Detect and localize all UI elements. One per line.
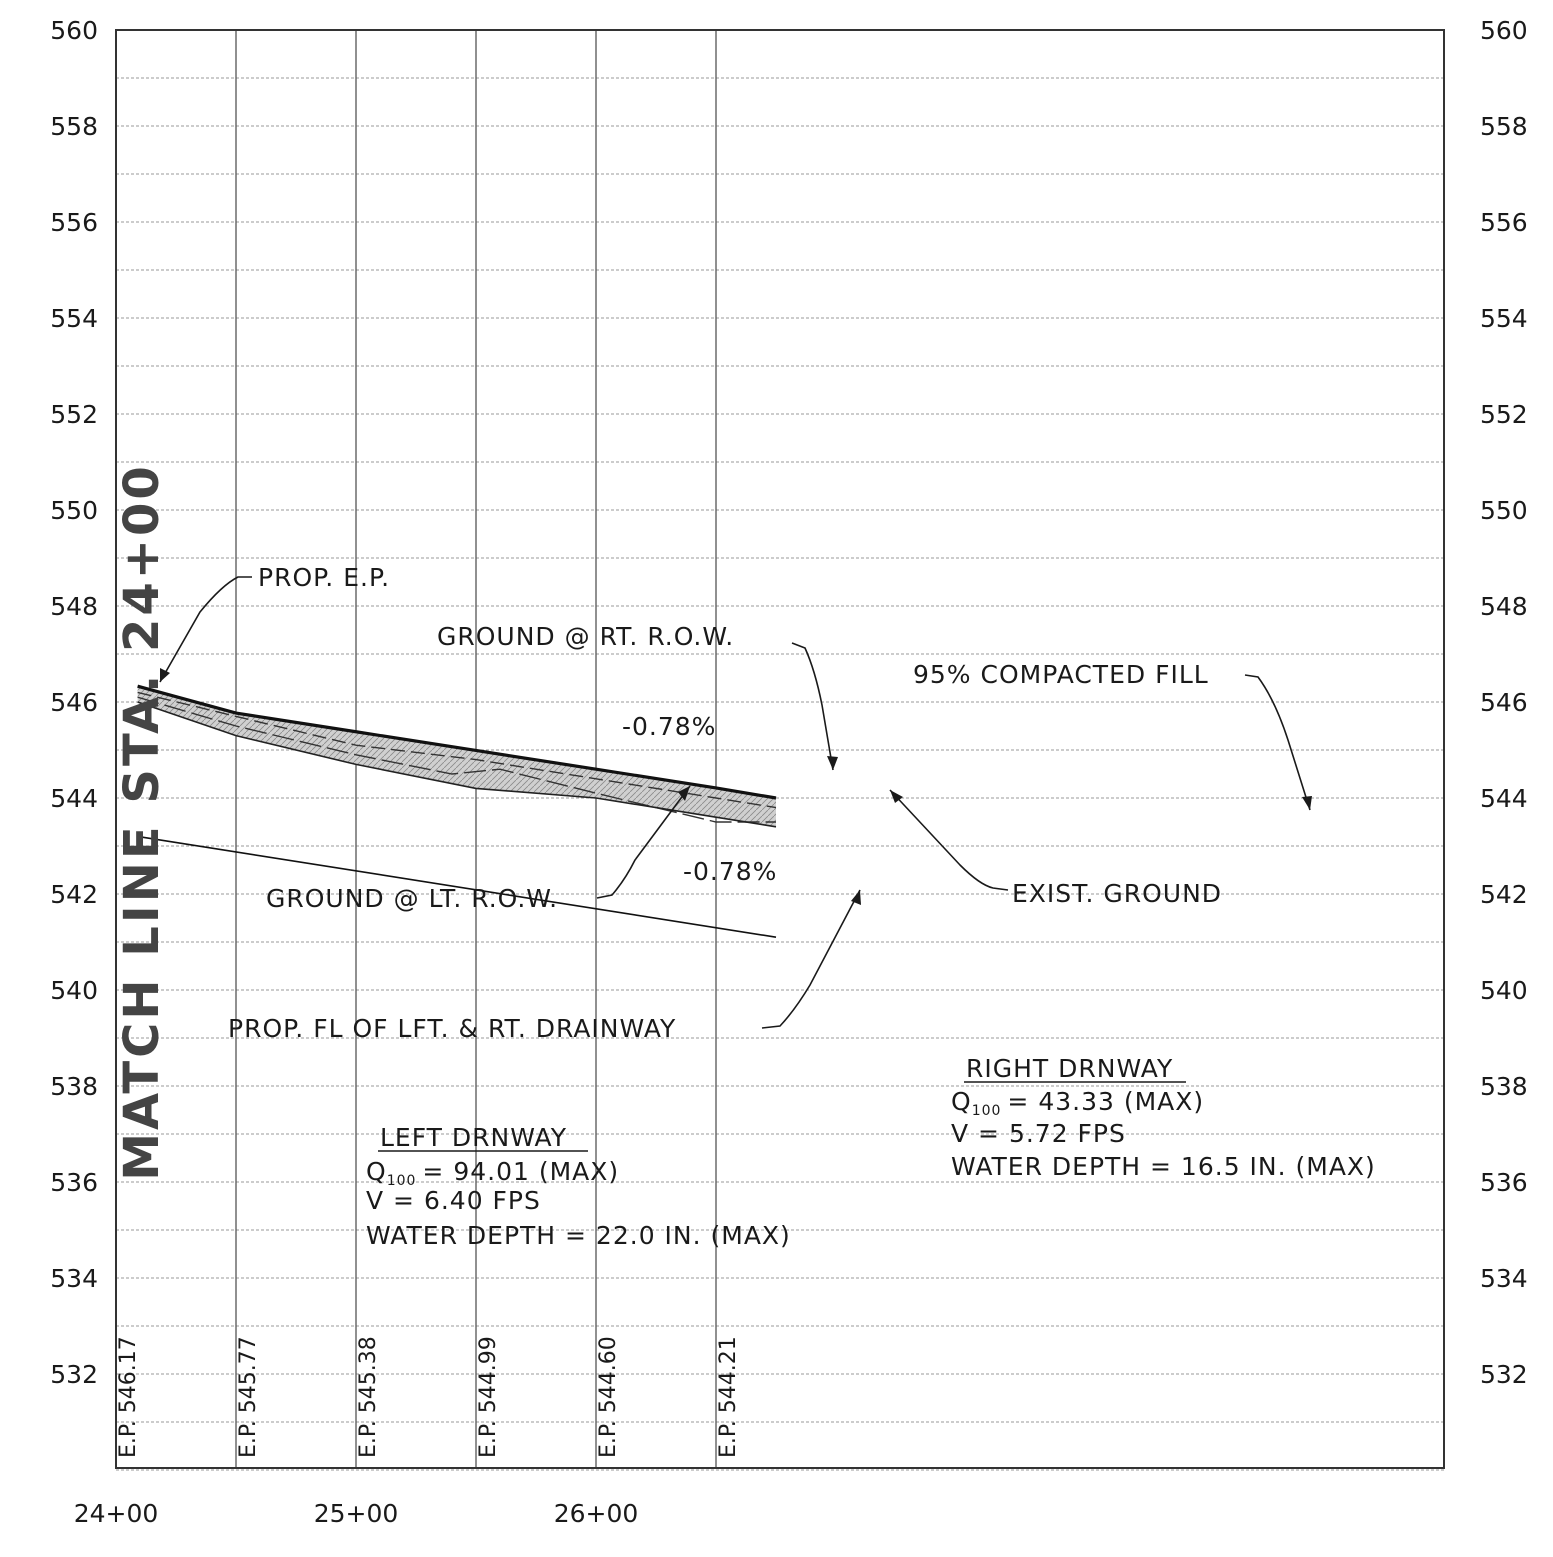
left-q-symbol: Q (366, 1157, 387, 1186)
right-q-subscript: 100 (972, 1103, 1002, 1119)
y-tick-label-right: 546 (1480, 688, 1528, 717)
right-drainway-velocity: V = 5.72 FPS (951, 1119, 1126, 1148)
y-tick-label-left: 548 (50, 592, 98, 621)
y-tick-label-left: 540 (50, 976, 98, 1005)
y-tick-label-right: 548 (1480, 592, 1528, 621)
compacted-fill-label: 95% COMPACTED FILL (913, 660, 1209, 689)
line-ground-rt-row (137, 691, 777, 809)
leader-ground-lt-row (596, 785, 691, 899)
y-tick-label-right: 550 (1480, 496, 1528, 525)
ground-lt-row-label: GROUND @ LT. R.O.W. (266, 884, 558, 913)
y-tick-label-left: 554 (50, 304, 98, 333)
y-tick-label-left: 536 (50, 1168, 98, 1197)
y-tick-label-right: 552 (1480, 400, 1528, 429)
compacted-fill-area (137, 686, 777, 827)
y-tick-label-left: 546 (50, 688, 98, 717)
leader-arrowheads (160, 668, 1312, 905)
ep-label: E.P. 545.77 (236, 1336, 261, 1458)
y-tick-label-left: 558 (50, 112, 98, 141)
right-q-symbol: Q (951, 1087, 972, 1116)
ep-label: E.P. 544.60 (596, 1336, 621, 1458)
y-tick-label-left: 544 (50, 784, 98, 813)
right-drainway-title: RIGHT DRNWAY (966, 1054, 1173, 1083)
left-drainway-velocity: V = 6.40 FPS (366, 1186, 541, 1215)
y-tick-label-left: 534 (50, 1264, 98, 1293)
arrowhead-ground-rt-row (827, 756, 838, 770)
y-tick-label-right: 556 (1480, 208, 1528, 237)
slope-label-bottom: -0.78% (683, 857, 777, 886)
y-axis-left: 532 534 536 538 540 542 544 546 548 550 552 554 556 5… (50, 16, 98, 1389)
y-tick-label-left: 532 (50, 1360, 98, 1389)
ep-label: E.P. 546.17 (116, 1336, 141, 1458)
prop-fl-label: PROP. FL OF LFT. & RT. DRAINWAY (228, 1014, 676, 1043)
arrowhead-exist-ground (890, 790, 903, 803)
leader-prop-fl (761, 889, 861, 1029)
profile-lines (137, 684, 777, 938)
y-tick-label-right: 558 (1480, 112, 1528, 141)
ep-label: E.P. 544.21 (716, 1336, 741, 1458)
arrowhead-prop-fl (851, 890, 861, 905)
exist-ground-label: EXIST. GROUND (1012, 879, 1222, 908)
y-tick-label-right: 536 (1480, 1168, 1528, 1197)
leader-exist-ground (889, 789, 1009, 891)
y-tick-label-right: 532 (1480, 1360, 1528, 1389)
left-q-value: = 94.01 (MAX) (422, 1157, 619, 1186)
plot-frame (115, 29, 1445, 1469)
y-tick-label-left: 556 (50, 208, 98, 237)
x-axis: 24+00 25+00 26+00 (74, 1499, 639, 1528)
prop-ep-label: PROP. E.P. (258, 563, 390, 592)
line-ground-lt-row (137, 701, 777, 828)
y-tick-label-right: 554 (1480, 304, 1528, 333)
right-drainway-note: RIGHT DRNWAY Q100 = 43.33 (MAX) V = 5.72 … (951, 1054, 1376, 1181)
left-drainway-title: LEFT DRNWAY (380, 1123, 567, 1152)
ep-label: E.P. 544.99 (476, 1336, 501, 1458)
leader-compacted-fill (1244, 674, 1311, 811)
ep-label: E.P. 545.38 (356, 1336, 381, 1458)
ground-rt-row-label: GROUND @ RT. R.O.W. (437, 622, 734, 651)
line-prop-ep (137, 684, 777, 800)
right-drainway-depth: WATER DEPTH = 16.5 IN. (MAX) (951, 1152, 1376, 1181)
y-tick-label-right: 534 (1480, 1264, 1528, 1293)
y-tick-label-left: 560 (50, 16, 98, 45)
x-tick-label: 25+00 (314, 1499, 399, 1528)
left-drainway-depth: WATER DEPTH = 22.0 IN. (MAX) (366, 1221, 791, 1250)
line-exist-ground (137, 696, 776, 823)
left-drainway-note: LEFT DRNWAY Q100 = 94.01 (MAX) V = 6.40 F… (366, 1123, 791, 1250)
arrowhead-compacted-fill (1302, 796, 1312, 810)
left-drainway-flow: Q100 = 94.01 (MAX) (366, 1157, 619, 1189)
arrowhead-ground-lt-row (678, 786, 690, 801)
leader-lines (159, 576, 1311, 1029)
right-q-value: = 43.33 (MAX) (1007, 1087, 1204, 1116)
arrowhead-prop-ep (160, 668, 170, 682)
y-tick-label-left: 550 (50, 496, 98, 525)
leader-ground-rt-row (791, 642, 834, 771)
y-tick-label-right: 560 (1480, 16, 1528, 45)
leader-prop-ep (159, 576, 252, 683)
edge-of-pavement-labels: E.P. 546.17 E.P. 545.77 E.P. 545.38 E.P. 54… (116, 1336, 741, 1458)
slope-label-top: -0.78% (622, 712, 716, 741)
y-tick-label-left: 542 (50, 880, 98, 909)
x-tick-label: 24+00 (74, 1499, 159, 1528)
match-line-label: MATCH LINE STA. 24+00 (114, 463, 170, 1181)
x-tick-label: 26+00 (554, 1499, 639, 1528)
left-q-subscript: 100 (387, 1173, 417, 1189)
y-tick-label-left: 552 (50, 400, 98, 429)
y-axis-right: 532 534 536 538 540 542 544 546 548 550 552 554 556 5… (1480, 16, 1528, 1389)
y-tick-label-right: 540 (1480, 976, 1528, 1005)
y-tick-label-right: 544 (1480, 784, 1528, 813)
y-tick-label-right: 542 (1480, 880, 1528, 909)
right-drainway-flow: Q100 = 43.33 (MAX) (951, 1087, 1204, 1119)
y-tick-label-left: 538 (50, 1072, 98, 1101)
line-prop-fl-drainway (137, 835, 777, 938)
y-tick-label-right: 538 (1480, 1072, 1528, 1101)
